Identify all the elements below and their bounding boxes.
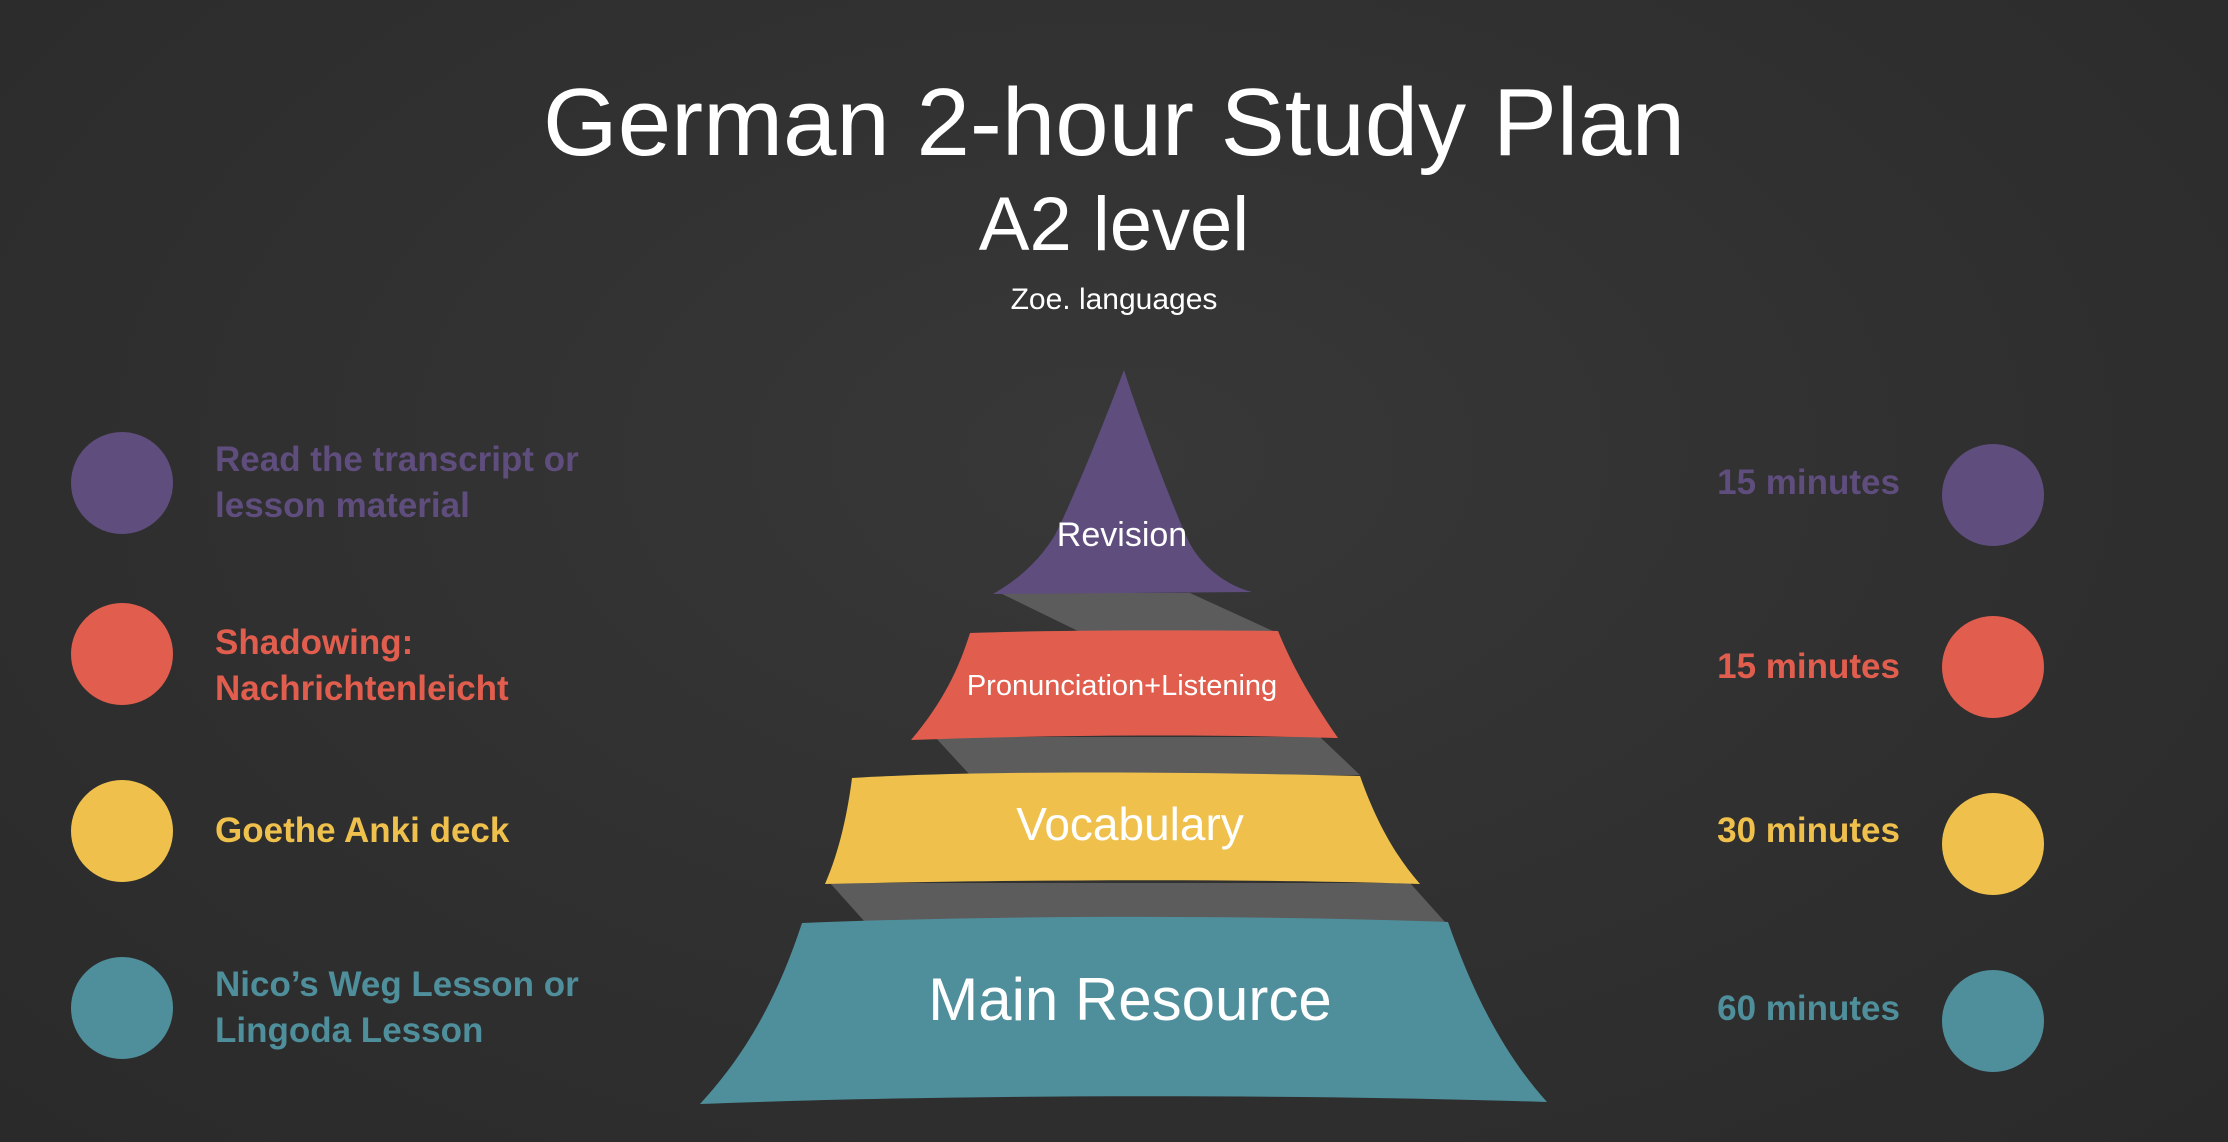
pyramid-layer-revision [993,370,1252,594]
activity-line: lesson material [215,486,470,525]
connector-ribbon-3 [830,883,1445,922]
pyramid-layer-main-resource [700,916,1547,1104]
activity-label-pronunciation: Shadowing: Nachrichtenleicht [215,620,675,712]
layer-label-main-resource: Main Resource [928,966,1332,1033]
duration-pronunciation: 15 minutes [1717,647,1900,686]
layer-label-pronunciation: Pronunciation+Listening [967,670,1277,702]
author-credit: Zoe. languages [1010,283,1218,316]
layer-label-revision: Revision [1057,516,1187,554]
left-marker-revision [71,432,173,534]
layer-label-vocabulary: Vocabulary [1016,798,1244,850]
duration-vocabulary: 30 minutes [1717,811,1900,850]
left-marker-vocabulary [71,780,173,882]
duration-revision: 15 minutes [1717,463,1900,502]
activity-line: Shadowing: [215,623,414,662]
activity-line: Nachrichtenleicht [215,669,509,708]
page-title: German 2-hour Study Plan [543,69,1685,176]
activity-label-revision: Read the transcript or lesson material [215,437,675,529]
left-marker-pronunciation [71,603,173,705]
activity-line: Read the transcript or [215,440,579,479]
right-marker-main-resource [1942,970,2044,1072]
activity-label-main-resource: Nico’s Weg Lesson or Lingoda Lesson [215,962,675,1054]
activity-line: Nico’s Weg Lesson or [215,965,579,1004]
activity-label-vocabulary: Goethe Anki deck [215,808,675,854]
activity-line: Goethe Anki deck [215,811,510,850]
connector-ribbon-1 [1000,593,1275,632]
page-subtitle: A2 level [978,182,1250,267]
right-marker-vocabulary [1942,793,2044,895]
right-marker-revision [1942,444,2044,546]
duration-main-resource: 60 minutes [1717,989,1900,1028]
activity-line: Lingoda Lesson [215,1011,484,1050]
right-marker-pronunciation [1942,616,2044,718]
pyramid-layer-vocabulary [825,772,1420,884]
pyramid-layer-pronunciation [911,630,1338,740]
left-marker-main-resource [71,957,173,1059]
connector-ribbon-2 [935,737,1360,775]
